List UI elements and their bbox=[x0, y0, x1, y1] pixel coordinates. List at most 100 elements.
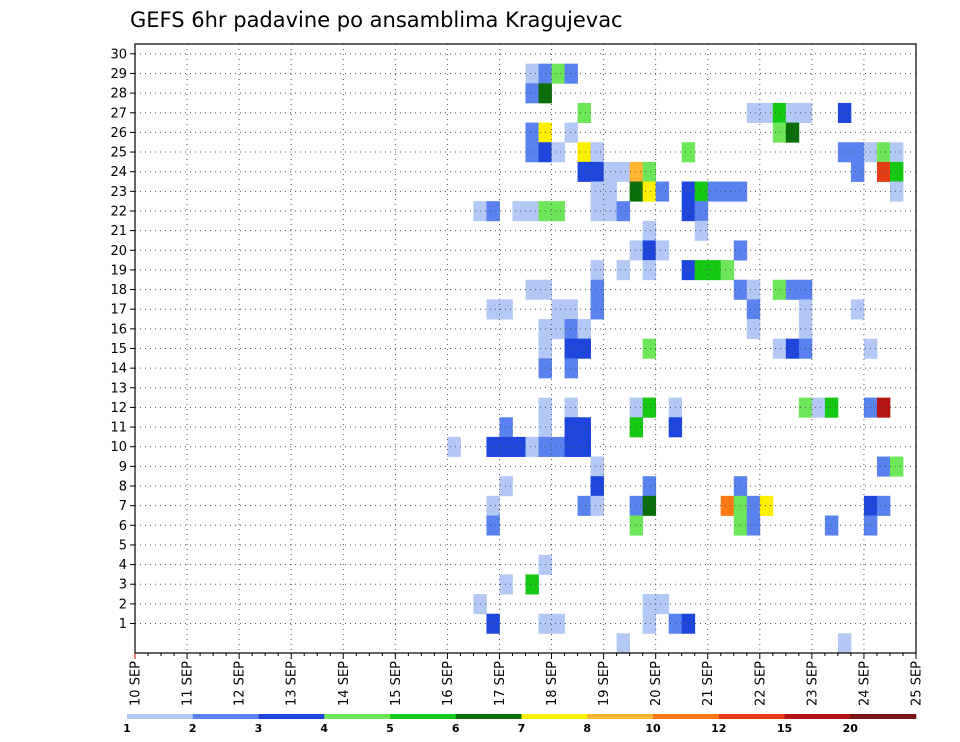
heatmap-cell bbox=[681, 260, 696, 281]
heatmap-cell bbox=[590, 495, 604, 516]
heatmap-cell bbox=[785, 122, 800, 143]
y-tick-label: 26 bbox=[110, 126, 127, 141]
heatmap-cell bbox=[681, 613, 696, 634]
heatmap-cell bbox=[590, 142, 604, 163]
heatmap-cell bbox=[512, 436, 526, 457]
heatmap-cell bbox=[499, 436, 513, 457]
heatmap-cell bbox=[720, 260, 735, 281]
heatmap-cell bbox=[499, 476, 513, 497]
heatmap-cell bbox=[564, 338, 578, 359]
y-tick-label: 10 bbox=[110, 440, 127, 455]
colorbar-label: 15 bbox=[777, 722, 792, 735]
heatmap-cell bbox=[499, 417, 513, 438]
x-tick-label: 24 SEP bbox=[857, 661, 872, 706]
heatmap-cell bbox=[785, 338, 800, 359]
colorbar-label: 7 bbox=[518, 722, 526, 735]
heatmap-cell bbox=[629, 495, 644, 516]
heatmap-cell bbox=[746, 319, 761, 340]
heatmap-cell bbox=[525, 201, 539, 222]
heatmap-cell bbox=[551, 201, 565, 222]
x-tick-label: 17 SEP bbox=[493, 661, 508, 706]
heatmap-cell bbox=[746, 515, 761, 536]
heatmap-cell bbox=[629, 161, 644, 182]
y-tick-label: 6 bbox=[119, 519, 127, 534]
heatmap-cell bbox=[564, 417, 578, 438]
heatmap-cell bbox=[577, 161, 591, 182]
heatmap-cell bbox=[642, 613, 657, 634]
colorbar-label: 12 bbox=[711, 722, 726, 735]
heatmap-cell bbox=[447, 436, 461, 457]
heatmap-cell bbox=[837, 633, 852, 654]
heatmap-cell bbox=[551, 613, 565, 634]
heatmap-cell bbox=[616, 260, 631, 281]
y-tick-label: 15 bbox=[110, 342, 127, 357]
heatmap-cell bbox=[551, 319, 565, 340]
heatmap-cell bbox=[642, 594, 657, 615]
heatmap-cell bbox=[486, 201, 500, 222]
heatmap-cell bbox=[564, 122, 578, 143]
heatmap-cell bbox=[590, 279, 604, 300]
colorbar-label: 5 bbox=[386, 722, 394, 735]
heatmap-cell bbox=[590, 456, 604, 477]
heatmap-cell bbox=[889, 142, 904, 163]
x-tick-labels: 10 SEP 11 SEP 12 SEP 13 SEP 14 SEP 15 SEP 16 S… bbox=[129, 661, 925, 706]
heatmap-cell bbox=[772, 102, 787, 123]
heatmap-cell bbox=[577, 102, 591, 123]
heatmap-cell bbox=[785, 102, 800, 123]
heatmap-cell bbox=[564, 63, 578, 84]
y-tick-label: 9 bbox=[119, 460, 127, 475]
y-tick-label: 22 bbox=[110, 204, 127, 219]
heatmap-cell bbox=[577, 417, 591, 438]
heatmap-cell bbox=[759, 102, 774, 123]
heatmap-cell bbox=[681, 142, 696, 163]
heatmap-cell bbox=[525, 122, 539, 143]
colorbar-label: 4 bbox=[320, 722, 328, 735]
heatmap-cell bbox=[694, 220, 709, 241]
heatmap-cell bbox=[681, 201, 696, 222]
heatmap-cell bbox=[772, 122, 787, 143]
heatmap-cell bbox=[655, 594, 670, 615]
heatmap-cell bbox=[642, 161, 657, 182]
heatmap-cell bbox=[642, 495, 657, 516]
heatmap-cell bbox=[590, 161, 604, 182]
heatmap-cell bbox=[642, 240, 657, 261]
heatmap-cell bbox=[889, 456, 904, 477]
y-tick-label: 13 bbox=[110, 381, 127, 396]
y-tick-label: 7 bbox=[119, 499, 127, 514]
colorbar-segment bbox=[587, 714, 654, 719]
heatmap-cell bbox=[837, 142, 852, 163]
heatmap-cell bbox=[525, 279, 539, 300]
heatmap-cell bbox=[772, 279, 787, 300]
heatmap-cell bbox=[785, 279, 800, 300]
heatmap-cell bbox=[564, 299, 578, 320]
colorbar-segment bbox=[455, 714, 522, 719]
heatmap-cell bbox=[811, 397, 826, 418]
heatmap-cell bbox=[525, 142, 539, 163]
axes bbox=[130, 43, 917, 659]
heatmap-cell bbox=[850, 299, 865, 320]
colorbar-segment bbox=[192, 714, 259, 719]
heatmap-cell bbox=[746, 102, 761, 123]
heatmap-cell bbox=[694, 260, 709, 281]
y-tick-label: 3 bbox=[119, 578, 127, 593]
heatmap-cell bbox=[564, 436, 578, 457]
heatmap-cell bbox=[551, 63, 565, 84]
y-tick-label: 30 bbox=[110, 47, 127, 62]
heatmap-cells bbox=[447, 63, 904, 654]
heatmap-cell bbox=[525, 574, 539, 595]
heatmap-cell bbox=[629, 397, 644, 418]
y-tick-label: 16 bbox=[110, 322, 127, 337]
heatmap-cell bbox=[577, 142, 591, 163]
heatmap-cell bbox=[694, 201, 709, 222]
heatmap-cell bbox=[629, 417, 644, 438]
heatmap-cell bbox=[486, 436, 500, 457]
heatmap-cell bbox=[655, 181, 670, 202]
heatmap-cell bbox=[824, 515, 839, 536]
heatmap-cell bbox=[551, 436, 565, 457]
heatmap-cell bbox=[707, 260, 722, 281]
heatmap-cell bbox=[564, 358, 578, 379]
y-tick-label: 25 bbox=[110, 146, 127, 161]
heatmap-cell bbox=[590, 299, 604, 320]
heatmap-cell bbox=[642, 260, 657, 281]
y-tick-label: 23 bbox=[110, 185, 127, 200]
